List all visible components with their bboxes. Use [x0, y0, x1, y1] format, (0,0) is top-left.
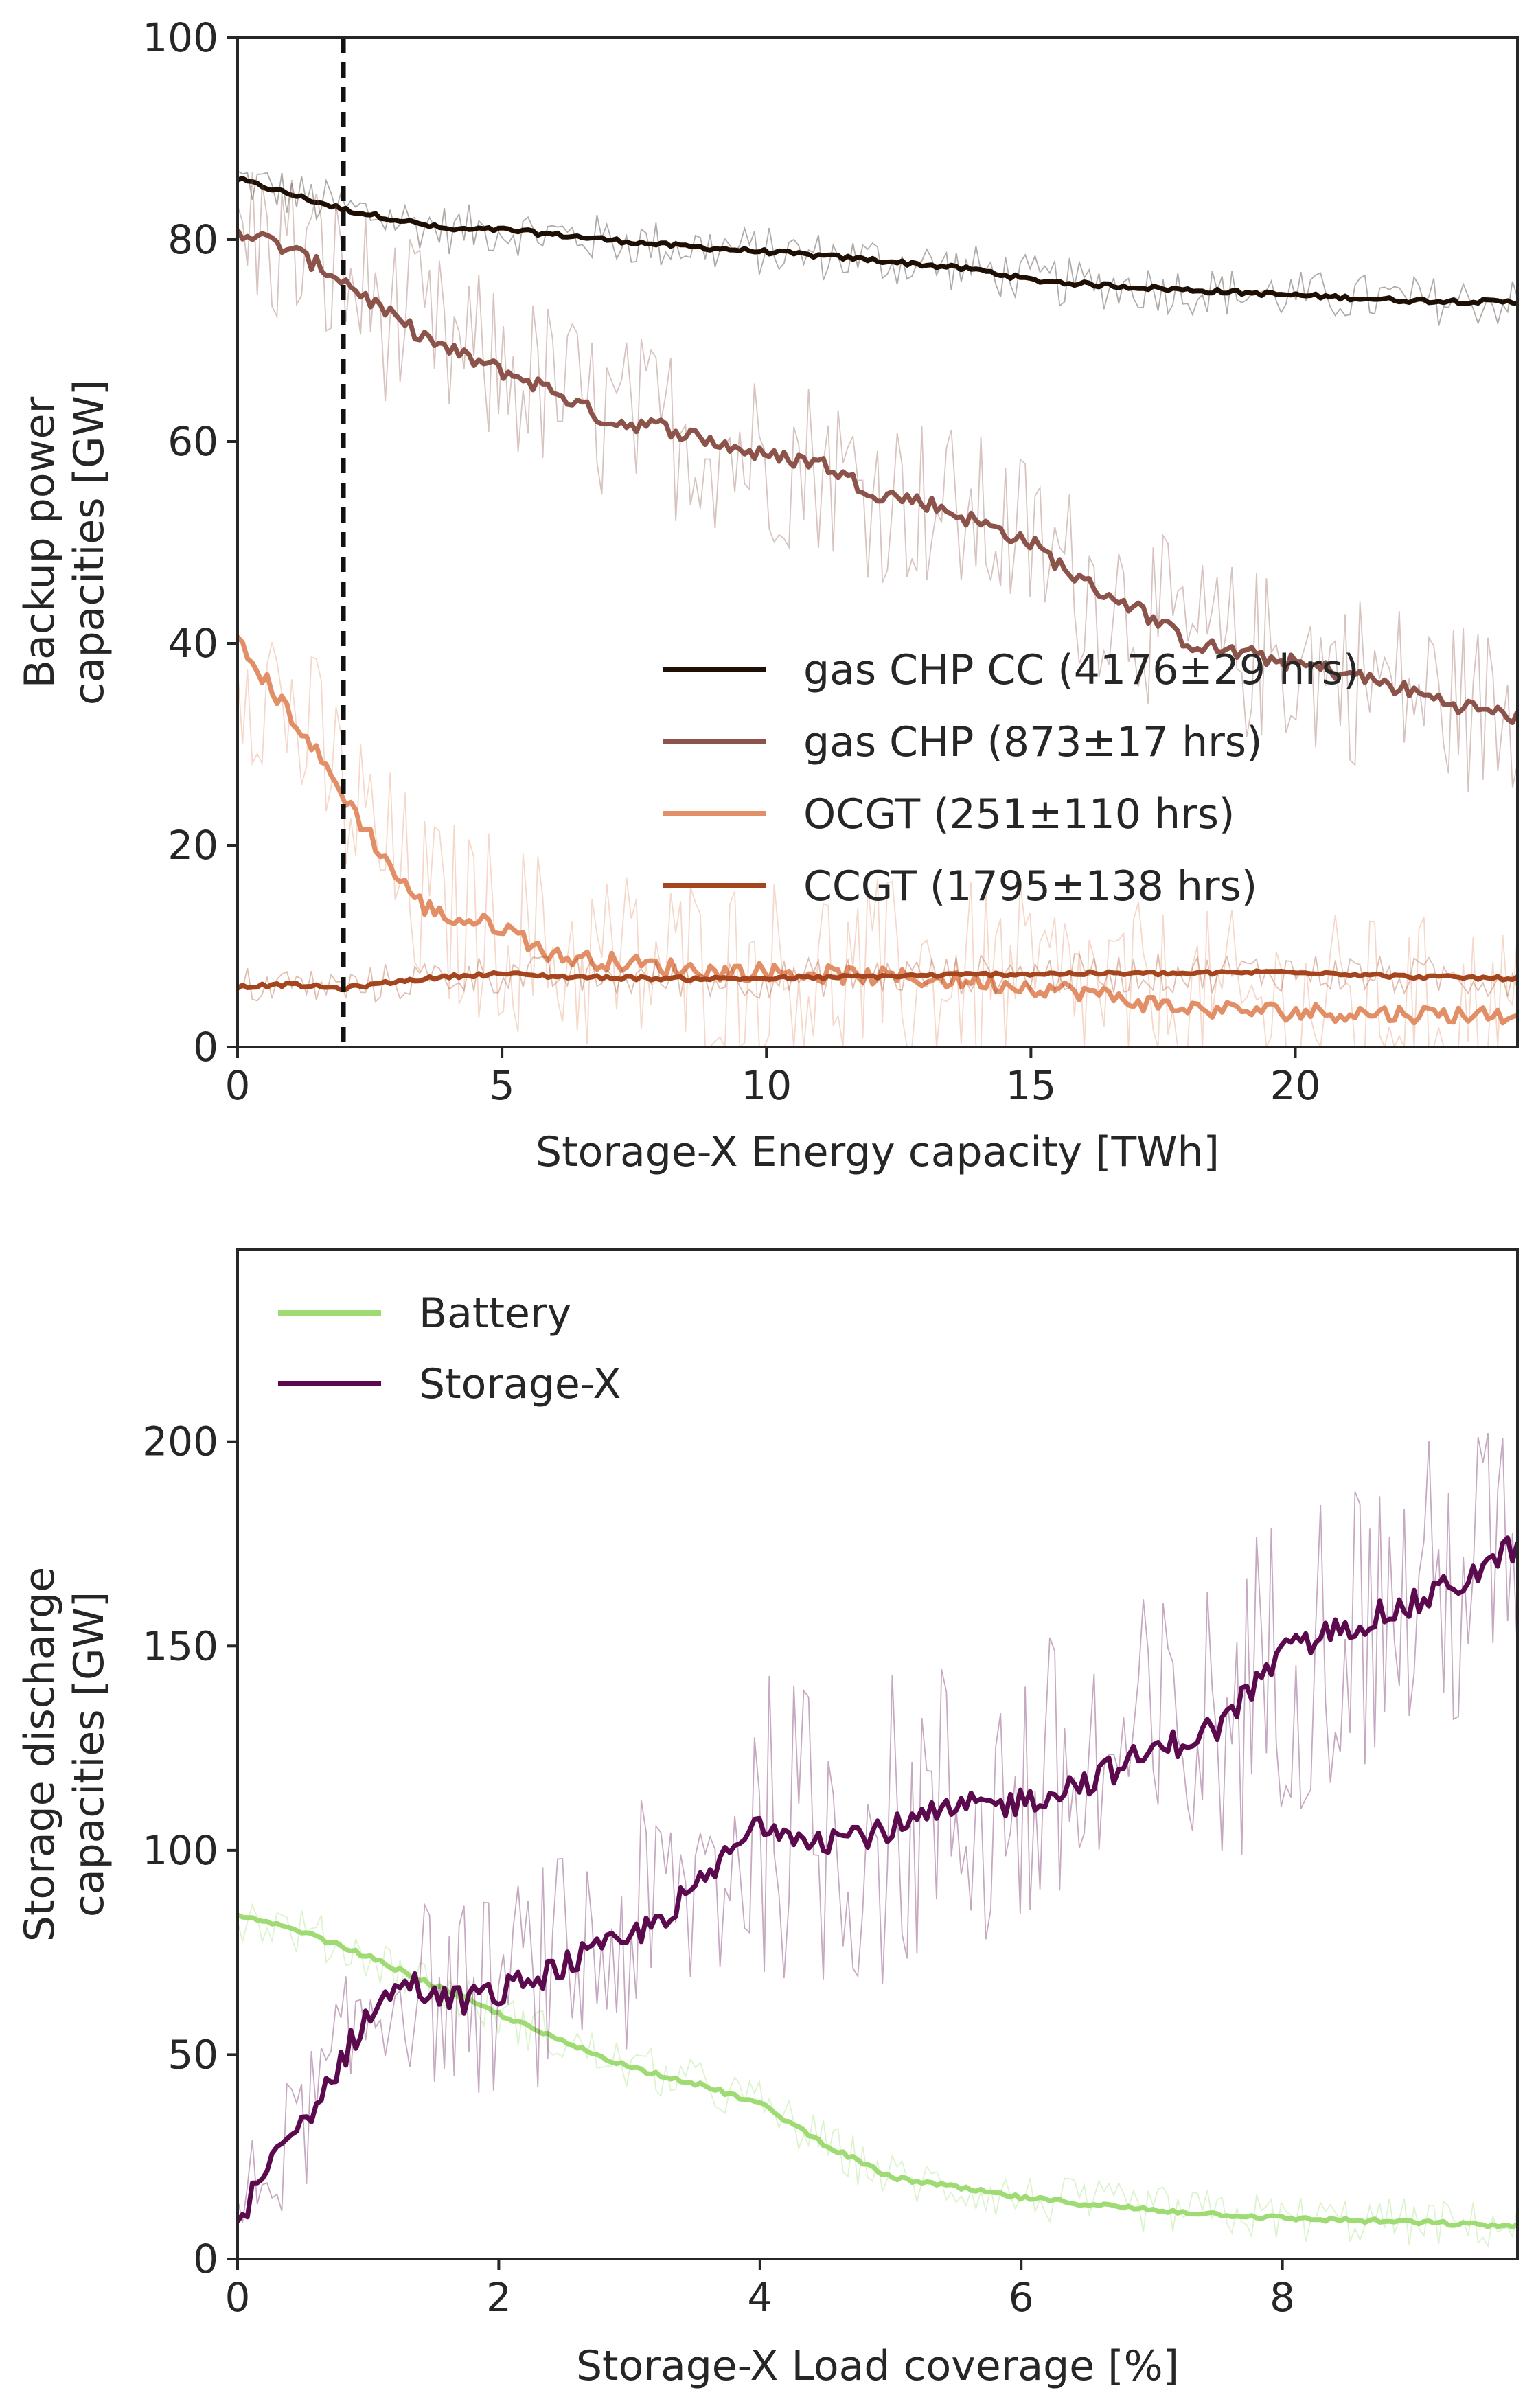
y-tick-label-0-4: 80: [168, 216, 218, 263]
y-tick-label-0-0: 0: [193, 1024, 218, 1070]
chart0-legend: gas CHP CC (4176±29 hrs) gas CHP (873±17 …: [663, 646, 1359, 910]
legend-label-0-1: gas CHP (873±17 hrs): [803, 718, 1262, 766]
x-tick-label-0-0: 0: [225, 1062, 251, 1109]
series-noise-0-0: [238, 170, 1517, 326]
chart0-axes-frame: [236, 36, 1519, 1048]
chart0-y-axis-label-line2: capacities [GW]: [65, 380, 113, 705]
chart1-legend: Battery Storage-X: [278, 1289, 621, 1408]
x-tick-label-1-0: 0: [225, 2274, 251, 2321]
chart0-series: [238, 170, 1517, 1047]
series-line-0-3: [238, 968, 1517, 993]
y-tick-label-0-2: 40: [168, 620, 218, 667]
series-noise-1-1: [238, 1432, 1517, 2223]
series-line-0-1: [238, 228, 1517, 725]
y-tick-label-1-4: 200: [142, 1419, 218, 1465]
x-tick-label-0-2: 10: [741, 1062, 792, 1109]
legend-label-0-0: gas CHP CC (4176±29 hrs): [803, 646, 1359, 694]
series-noise-0-1: [238, 172, 1517, 793]
x-tick-label-1-1: 2: [486, 2274, 512, 2321]
legend-label-0-3: CCGT (1795±138 hrs): [803, 862, 1257, 910]
chart1-axes-frame: [236, 1248, 1519, 2260]
y-tick-label-0-1: 20: [168, 822, 218, 869]
legend-label-0-2: OCGT (251±110 hrs): [803, 790, 1235, 838]
series-line-0-0: [238, 176, 1517, 306]
series-line-1-0: [238, 1912, 1517, 2229]
legend-label-1-0: Battery: [419, 1289, 571, 1338]
legend-label-1-1: Storage-X: [419, 1360, 621, 1408]
x-tick-label-0-1: 5: [490, 1062, 515, 1109]
x-tick-label-1-3: 6: [1009, 2274, 1034, 2321]
chart1-y-axis-label-line2: capacities [GW]: [65, 1592, 113, 1917]
chart1-x-axis-label: Storage-X Load coverage [%]: [576, 2342, 1179, 2390]
series-noise-1-0: [238, 1903, 1517, 2248]
x-tick-label-0-3: 15: [1005, 1062, 1056, 1109]
y-tick-label-1-3: 150: [142, 1622, 218, 1669]
chart1-y-axis-label-line1: Storage discharge: [16, 1567, 64, 1942]
y-tick-label-1-0: 0: [193, 2236, 218, 2282]
series-line-1-1: [238, 1535, 1517, 2223]
chart0-y-axis-label-line1: Backup power: [16, 396, 64, 688]
y-tick-label-0-3: 60: [168, 418, 218, 465]
chart1-series: [238, 1432, 1517, 2248]
chart0-ticks: 0 5 10 15 20 0 20 40 60 80 100: [142, 14, 1320, 1109]
y-tick-label-0-5: 100: [142, 14, 218, 61]
series-noise-0-2: [238, 642, 1517, 1047]
y-tick-label-1-1: 50: [168, 2031, 218, 2078]
x-tick-label-0-4: 20: [1270, 1062, 1321, 1109]
chart0-x-axis-label: Storage-X Energy capacity [TWh]: [536, 1128, 1219, 1176]
backup-power-chart: 0 5 10 15 20 0 20 40 60 80 100 Storage-X Energy ca…: [16, 14, 1519, 1176]
storage-discharge-chart: 0 2 4 6 8 0 50 100 150 200 Storage-X Load coverag…: [16, 1248, 1519, 2390]
x-tick-label-1-2: 4: [747, 2274, 772, 2321]
chart1-ticks: 0 2 4 6 8 0 50 100 150 200: [142, 1419, 1295, 2321]
x-tick-label-1-4: 8: [1270, 2274, 1295, 2321]
y-tick-label-1-2: 100: [142, 1827, 218, 1874]
